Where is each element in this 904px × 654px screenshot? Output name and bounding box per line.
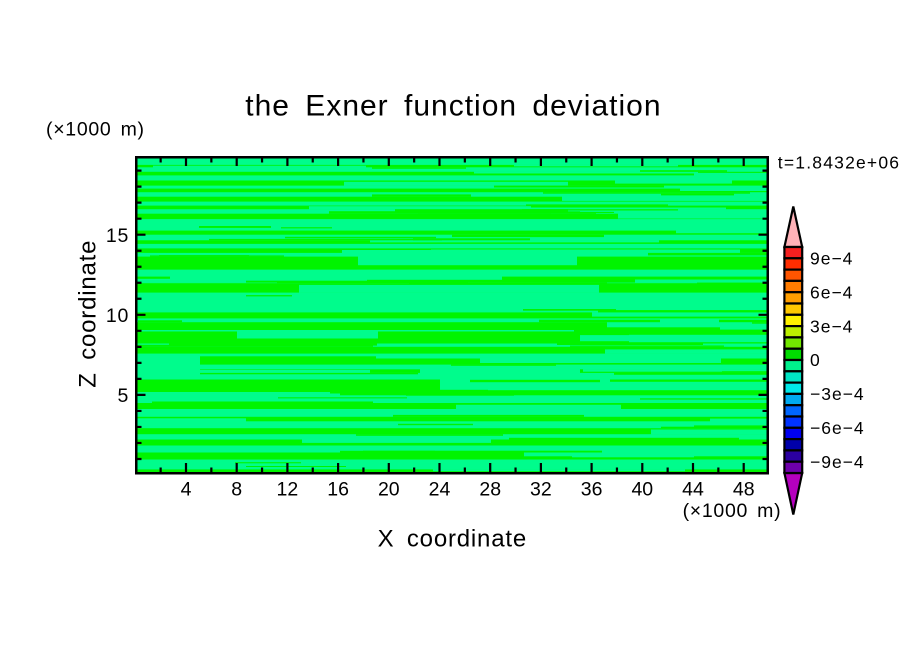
svg-text:−9e−4: −9e−4 [810, 452, 865, 472]
svg-text:20: 20 [378, 479, 400, 501]
svg-text:−6e−4: −6e−4 [810, 418, 865, 438]
svg-text:16: 16 [327, 479, 349, 501]
svg-text:8: 8 [231, 479, 242, 501]
svg-text:4: 4 [181, 479, 192, 501]
svg-text:0: 0 [810, 350, 821, 370]
svg-text:−3e−4: −3e−4 [810, 384, 865, 404]
svg-text:t=1.8432e+06: t=1.8432e+06 [778, 152, 900, 172]
svg-text:48: 48 [733, 479, 755, 501]
svg-text:X coordinate: X coordinate [378, 525, 527, 552]
svg-text:3e−4: 3e−4 [810, 316, 853, 336]
svg-text:12: 12 [277, 479, 299, 501]
svg-text:Z coordinate: Z coordinate [75, 240, 102, 388]
svg-text:32: 32 [530, 479, 552, 501]
svg-text:28: 28 [479, 479, 501, 501]
svg-text:the Exner function deviation: the Exner function deviation [245, 90, 661, 123]
svg-text:10: 10 [106, 305, 129, 327]
svg-text:44: 44 [682, 479, 704, 501]
svg-text:15: 15 [106, 225, 129, 247]
svg-text:24: 24 [429, 479, 451, 501]
svg-text:9e−4: 9e−4 [810, 249, 853, 269]
svg-text:40: 40 [631, 479, 653, 501]
svg-text:(×1000 m): (×1000 m) [683, 500, 782, 522]
svg-text:6e−4: 6e−4 [810, 282, 853, 302]
svg-text:(×1000 m): (×1000 m) [46, 119, 145, 141]
svg-text:36: 36 [581, 479, 603, 501]
svg-text:5: 5 [118, 385, 130, 407]
